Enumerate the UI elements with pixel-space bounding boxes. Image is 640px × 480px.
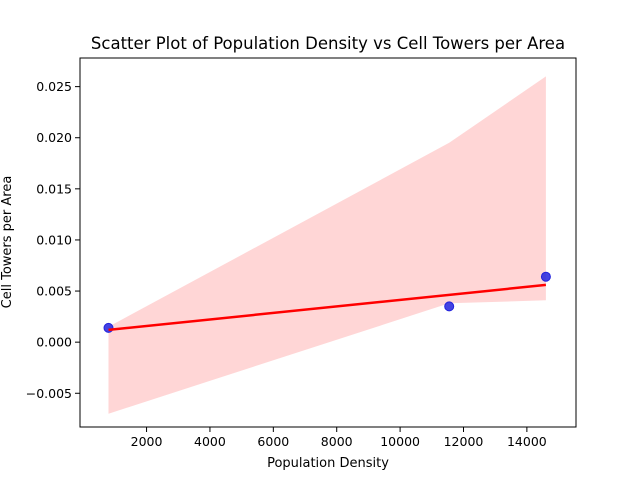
- x-tick-label: 14000: [507, 434, 547, 449]
- scatter-point: [103, 322, 114, 333]
- y-tick-label: 0.025: [36, 79, 72, 94]
- y-tick-label: 0.000: [36, 335, 72, 350]
- y-tick-label: 0.015: [36, 181, 72, 196]
- chart-title: Scatter Plot of Population Density vs Ce…: [91, 34, 565, 53]
- plot-frame: [79, 57, 577, 428]
- x-tick-label: 12000: [444, 434, 484, 449]
- x-tick-label: 2000: [131, 434, 163, 449]
- y-tick-label: 0.010: [36, 232, 72, 247]
- x-tick-label: 8000: [321, 434, 353, 449]
- plot-area: [103, 76, 551, 414]
- scatter-point: [444, 301, 455, 312]
- x-tick-label: 4000: [194, 434, 226, 449]
- axis-ticks: 2000 4000 6000 8000 10000 12000 14000 −0.005 0.0…: [26, 79, 547, 449]
- x-axis-title: Population Density: [267, 456, 389, 471]
- regression-line: [108, 283, 547, 332]
- y-tick-label: −0.005: [26, 386, 72, 401]
- x-tick-label: 10000: [380, 434, 420, 449]
- y-tick-label: 0.020: [36, 130, 72, 145]
- confidence-band: [108, 76, 546, 414]
- scatter-point: [540, 271, 551, 282]
- x-tick-label: 6000: [257, 434, 289, 449]
- y-tick-label: 0.005: [36, 284, 72, 299]
- y-axis-title: Cell Towers per Area: [0, 176, 15, 309]
